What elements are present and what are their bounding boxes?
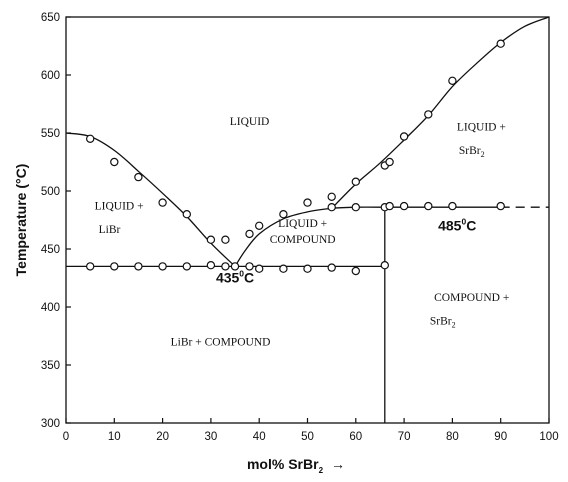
region-labels: LIQUID LIQUID + SrBr2 LIQUID + LiBr LIQUID + C… <box>95 116 510 348</box>
x-tick-label: 60 <box>349 431 362 443</box>
region-label: LIQUID + <box>278 218 327 230</box>
y-tick-label: 450 <box>41 244 60 256</box>
data-point <box>206 235 216 244</box>
boundary-curve-0 <box>65 132 236 267</box>
data-point <box>399 201 409 211</box>
x-axis-ticks: 0 10 20 30 40 50 60 70 80 90 100 <box>63 418 559 443</box>
y-tick-label: 300 <box>41 418 60 430</box>
y-tick-label: 400 <box>41 302 60 314</box>
region-label: LIQUID <box>230 116 270 128</box>
x-tick-label: 90 <box>494 431 507 443</box>
data-point <box>351 177 360 186</box>
x-tick-label: 40 <box>253 431 266 443</box>
data-point <box>206 261 216 270</box>
boundary-curve-2 <box>331 16 550 209</box>
y-tick-label: 650 <box>41 12 60 24</box>
region-label: COMPOUND + <box>434 292 509 304</box>
data-point <box>399 132 409 141</box>
data-point <box>279 209 288 219</box>
data-point <box>134 172 143 182</box>
data-point <box>327 263 336 272</box>
x-tick-label: 50 <box>301 431 314 443</box>
region-label: SrBr2 <box>430 315 456 329</box>
temperature-annotation: 4350C <box>216 269 254 286</box>
data-point <box>351 266 360 276</box>
y-axis-title: Temperature (°C) <box>13 164 29 277</box>
data-points <box>85 39 505 276</box>
x-tick-label: 0 <box>63 431 69 443</box>
region-label: LIQUID + <box>95 201 144 213</box>
x-axis-title-subscript: 2 <box>319 466 324 475</box>
temperature-annotations: 4350C 4850C <box>216 216 476 285</box>
data-point <box>221 262 230 271</box>
data-point <box>424 201 433 211</box>
data-point <box>158 262 167 271</box>
x-tick-label: 20 <box>156 431 169 443</box>
data-point <box>496 201 505 211</box>
data-point <box>182 262 191 271</box>
data-point <box>303 198 312 207</box>
temperature-annotation: 4850C <box>438 216 476 233</box>
data-point <box>230 262 240 271</box>
region-label: SrBr2 <box>459 145 485 159</box>
data-point <box>245 262 254 271</box>
region-label: LiBr <box>99 224 121 236</box>
data-point <box>245 229 254 239</box>
data-point <box>380 261 389 270</box>
data-point <box>385 201 394 211</box>
data-point <box>85 262 95 271</box>
region-label: LiBr + COMPOUND <box>171 336 271 348</box>
data-point <box>496 39 505 48</box>
data-point <box>110 262 119 271</box>
data-point <box>448 76 457 86</box>
data-point <box>134 262 143 271</box>
data-point <box>85 134 95 143</box>
x-tick-label: 80 <box>446 431 459 443</box>
data-point <box>385 157 394 167</box>
data-point <box>424 110 433 119</box>
y-axis-ticks: 300 350 400 450 500 550 600 650 <box>41 12 71 430</box>
data-point <box>279 264 288 273</box>
y-tick-label: 600 <box>41 70 60 82</box>
data-point <box>448 201 457 211</box>
region-label: COMPOUND <box>270 234 336 246</box>
x-tick-label: 100 <box>539 431 558 443</box>
y-tick-label: 550 <box>41 128 60 140</box>
data-point <box>255 221 264 230</box>
x-tick-label: 10 <box>108 431 121 443</box>
x-axis-title-main: mol% SrBr <box>247 456 319 472</box>
data-point <box>255 264 264 273</box>
data-point <box>221 235 230 244</box>
data-point <box>351 202 360 212</box>
y-tick-label: 500 <box>41 186 60 198</box>
data-point <box>158 198 167 207</box>
x-tick-label: 70 <box>398 431 411 443</box>
data-point <box>182 209 191 219</box>
x-axis-title-arrow: → <box>331 456 345 472</box>
data-point <box>303 264 312 273</box>
data-point <box>327 202 336 212</box>
x-axis-title: mol% SrBr2 → <box>247 456 345 475</box>
data-point <box>327 192 336 201</box>
y-tick-label: 350 <box>41 360 60 372</box>
x-tick-label: 30 <box>205 431 218 443</box>
data-point <box>110 157 119 167</box>
region-label: LIQUID + <box>457 122 506 134</box>
